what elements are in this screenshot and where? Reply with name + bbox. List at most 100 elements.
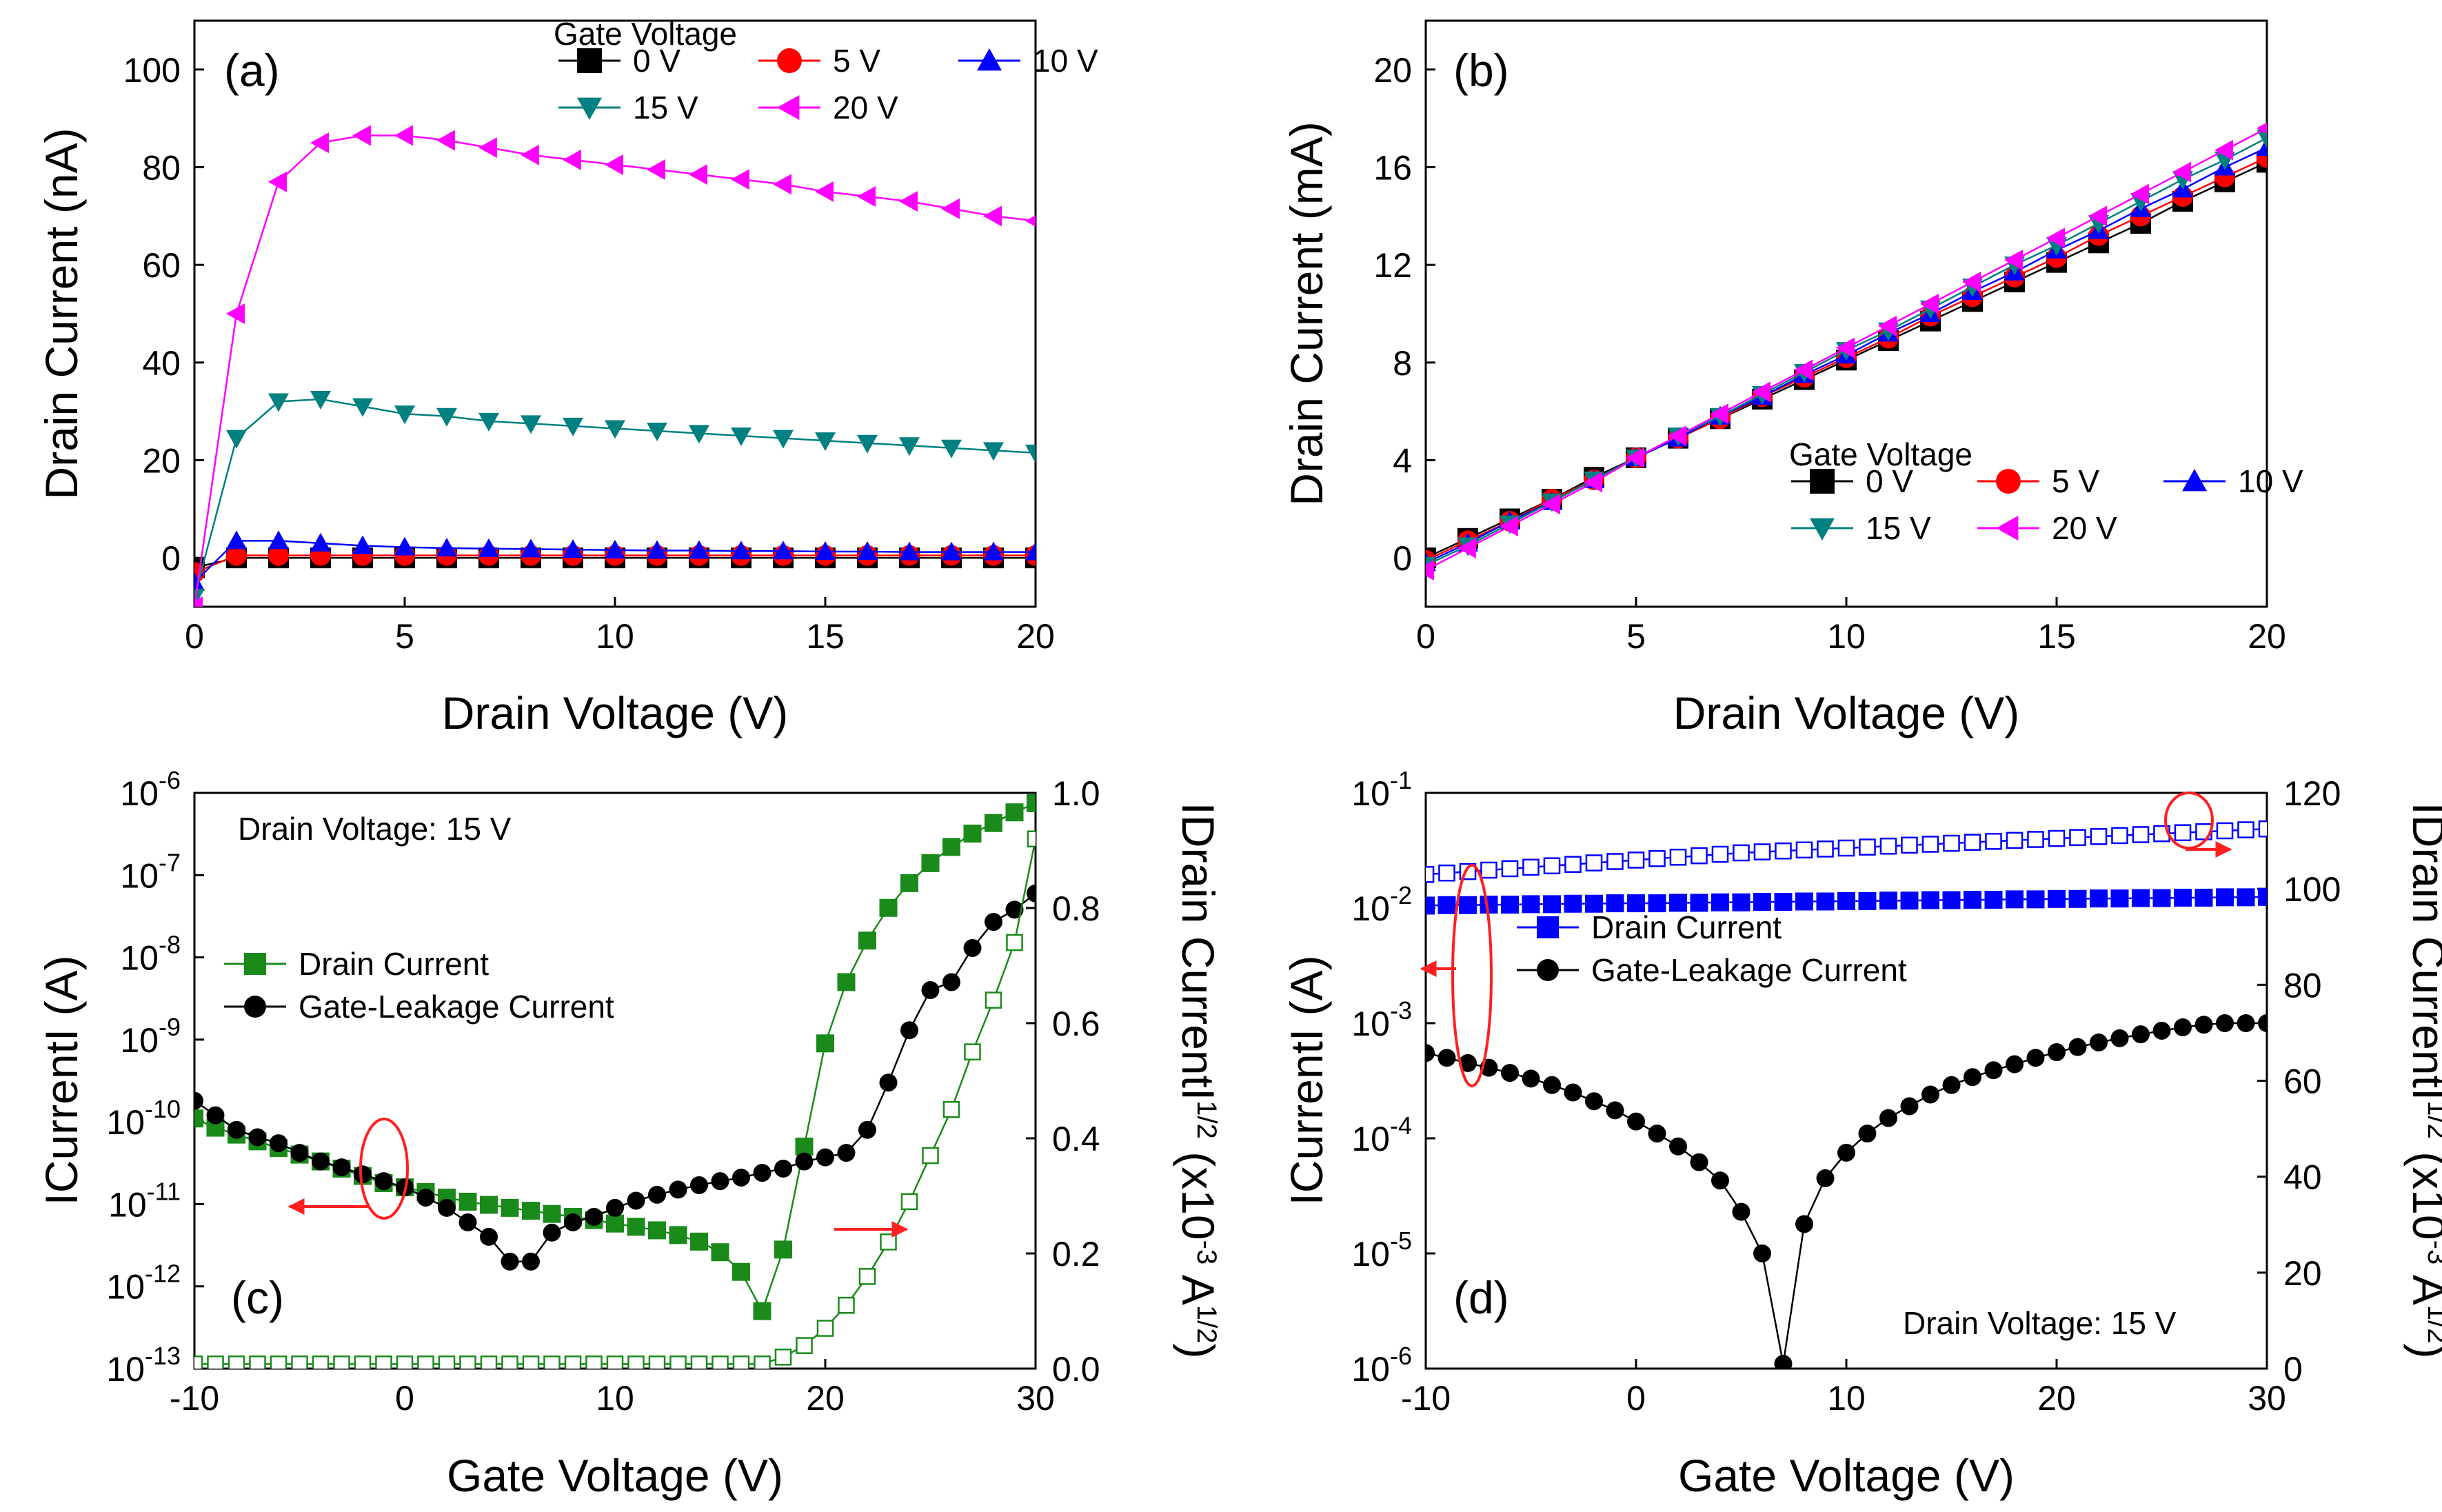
data-point [1669,1137,1687,1156]
data-point [416,1188,435,1207]
x-tick-label: 0 [185,617,204,656]
data-point [2046,228,2065,249]
data-point [815,541,836,560]
data-point [1710,403,1728,425]
data-point [2004,250,2023,271]
data-point [1753,843,1771,860]
data-point [1985,832,2002,850]
data-point [2068,1038,2087,1056]
series-10-v [194,530,1036,591]
data-point [522,1252,540,1271]
data-point [459,1355,476,1369]
data-point [352,535,373,554]
data-point [1774,893,1793,911]
data-point [394,405,415,425]
x-tick-label: 15 [806,617,845,656]
series-sqrt-drain-current [194,830,1036,1369]
data-point [648,1185,666,1204]
y-tick-label: 20 [1373,51,1412,90]
legend-label: 15 V [633,90,698,125]
y-axis-label: Drain Current (mA) [1281,121,1332,505]
y2-tick-label: 100 [2283,870,2341,909]
data-point [816,1320,834,1337]
data-point [2174,824,2192,842]
data-point [1942,1076,1961,1094]
data-point [1585,1092,1603,1111]
y2-tick-label: 120 [2283,774,2341,813]
panel-label: (a) [224,45,280,96]
x-tick-label: 0 [1626,1379,1646,1418]
data-point [522,1202,540,1220]
data-point [248,1128,267,1147]
data-point [669,1226,687,1244]
data-point [648,1221,666,1240]
data-point [1668,425,1686,447]
data-point [1543,895,1561,914]
data-point [1921,836,1939,853]
data-point [796,1337,813,1354]
data-point [374,1172,393,1191]
data-point [1005,900,1024,919]
panel-b-drain-current-mA: (b) Drain Voltage (V) Drain Current (mA)… [1281,19,2303,738]
y-tick-label: 0 [161,539,181,578]
data-point [1900,1097,1919,1116]
data-point [900,1021,918,1040]
y-tick-label: 10-6 [1351,1342,1412,1389]
legend-item: Drain Current [224,946,489,982]
data-point [564,1213,582,1231]
series-15-v [194,390,1036,607]
y-tick-label: 8 [1393,344,1412,383]
data-point [2152,1021,2171,1040]
legend-label: 20 V [833,90,898,125]
data-point [521,144,539,165]
series-20-v [1426,122,2267,581]
data-point [478,137,497,159]
data-point [2258,887,2267,906]
data-point [1879,1109,1897,1127]
data-point [647,159,665,181]
data-point [627,1191,645,1210]
data-point [1543,1076,1561,1094]
data-point [194,1355,203,1369]
data-point [858,931,876,950]
legend-marker [2182,469,2207,492]
data-point [1543,857,1561,875]
legend: Drain Current Gate-Leakage Current [224,946,614,1025]
data-point [1920,293,1939,314]
data-point [1962,271,1981,292]
data-point [312,1152,330,1171]
data-point [1943,834,1960,852]
data-point [690,1176,708,1194]
data-point [563,417,583,436]
data-point [354,1165,372,1184]
legend-label: 10 V [2238,463,2303,499]
data-point [941,198,960,219]
legend-marker [1537,959,1559,981]
drain-voltage-annotation: Drain Voltage: 15 V [1903,1305,2177,1341]
data-point [1753,893,1771,911]
data-point [1426,1044,1435,1062]
data-point [2026,890,2045,909]
x-tick-label: 20 [2248,617,2286,656]
x-tick-label: -10 [1401,1379,1451,1418]
data-point [963,825,982,843]
data-point [2110,889,2129,908]
data-point [985,991,1002,1009]
data-point [1795,841,1813,859]
data-point [332,1158,351,1177]
data-point [711,1172,729,1191]
data-point [731,427,751,447]
y2-tick-label: 80 [2283,966,2322,1005]
data-point [2258,1014,2267,1032]
data-point [564,1355,582,1369]
data-point [773,430,794,449]
legend-marker [1537,916,1559,938]
data-point [1025,541,1036,561]
data-point [879,1073,898,1092]
data-point [1732,893,1750,911]
data-point [983,442,1004,461]
legend-label: Drain Current [299,946,489,982]
data-point [1711,1171,1729,1190]
data-point [627,1355,645,1369]
